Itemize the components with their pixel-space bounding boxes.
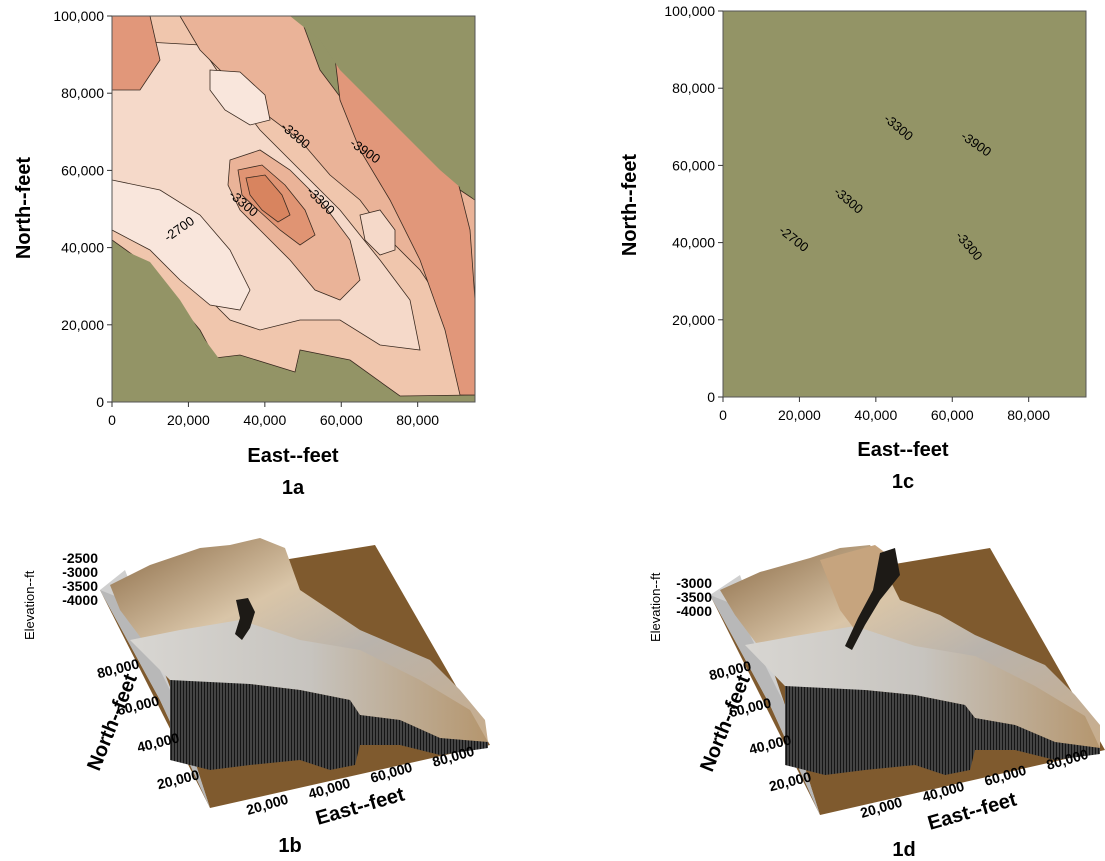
caption-1b: 1b	[278, 835, 301, 857]
y-tick-label: 100,000	[664, 3, 715, 19]
x-axis-label-1a: East--feet	[247, 445, 338, 467]
vertical-wall-1d	[785, 686, 1100, 775]
x-axis-1a: 0 20,000 40,000 60,000 80,000	[108, 402, 439, 428]
z-tick-label: -2500	[62, 550, 98, 566]
y-tick-label: 40,000	[61, 240, 104, 256]
contour-map-1c: -2700 -3300 -3300 -3300 -3900 0 20,000 40,…	[619, 3, 1087, 493]
caption-1d: 1d	[892, 839, 915, 861]
y-tick-label: 100,000	[53, 8, 104, 24]
x-tick-label: 0	[108, 412, 116, 428]
z-axis-label-1d: Elevation--ft	[648, 572, 663, 642]
z-tick-label: -4000	[676, 603, 712, 619]
contour-band-10	[112, 245, 400, 402]
contour-band-11	[209, 69, 271, 126]
y-tick-label: 0	[707, 389, 715, 405]
z-tick-label: -3500	[676, 589, 712, 605]
y-tick-label: 20,000	[672, 312, 715, 328]
y-tick-label: 60,000	[672, 157, 715, 173]
plot-frame-1c	[722, 10, 1087, 398]
x-tick-label: 80,000	[1007, 407, 1050, 423]
surface-3d-1b: -2500-3000-3500-400080,00060,00040,00020…	[22, 538, 490, 857]
contour-band-8	[245, 174, 291, 223]
y-tick-label: 20,000	[767, 768, 813, 794]
x-axis-label-1c: East--feet	[857, 439, 948, 461]
x-axis-1c: 0 20,000 40,000 60,000 80,000	[719, 397, 1050, 423]
y-tick-label: 20,000	[61, 317, 104, 333]
z-tick-label: -3500	[62, 578, 98, 594]
y-axis-1a: 0 20,000 40,000 60,000 80,000 100,000	[53, 8, 112, 410]
y-axis-label-1b: North--feet	[83, 671, 142, 774]
x-tick-label: 20,000	[167, 412, 210, 428]
plot-area-1c: -2700 -3300 -3300 -3300 -3900	[722, 10, 1087, 398]
x-tick-label: 0	[719, 407, 727, 423]
y-axis-label-1d: North--feet	[696, 672, 755, 775]
x-tick-label: 40,000	[854, 407, 897, 423]
y-tick-label: 60,000	[61, 162, 104, 178]
z-tick-label: -3000	[62, 564, 98, 580]
plot-background-1c	[723, 11, 1086, 397]
surface-lower-1b	[130, 620, 488, 742]
z-tick-label: -4000	[62, 592, 98, 608]
y-tick-label: 80,000	[61, 85, 104, 101]
x-tick-label: 40,000	[243, 412, 286, 428]
contour-band-12	[359, 209, 396, 256]
x-tick-label: 60,000	[931, 407, 974, 423]
contour-band-3	[112, 179, 251, 311]
y-tick-label: 80,000	[672, 80, 715, 96]
z-axis-label-1b: Elevation--ft	[22, 570, 37, 640]
x-tick-label: 60,000	[320, 412, 363, 428]
y-tick-label: 40,000	[672, 235, 715, 251]
x-tick-label: 80,000	[396, 412, 439, 428]
caption-1a: 1a	[282, 477, 305, 499]
fault-cliff-1d	[845, 548, 900, 650]
fault-block-1d	[820, 545, 895, 630]
z-tick-label: -3000	[676, 575, 712, 591]
y-axis-label-1a: North--feet	[13, 157, 35, 260]
y-axis-1c: 0 20,000 40,000 60,000 80,000 100,000	[664, 3, 723, 405]
plot-area-1a: -2700 -3300 -3300 -3300 -3900	[111, 15, 476, 403]
contour-fills-1a	[112, 16, 475, 402]
y-axis-label-1c: North--feet	[619, 154, 641, 257]
vertical-wall-1b	[170, 680, 488, 770]
x-tick-label: 20,000	[778, 407, 821, 423]
y-tick-label: 20,000	[155, 766, 201, 792]
caption-1c: 1c	[892, 471, 914, 493]
surface-lower-1d	[745, 626, 1100, 748]
fault-cliff-1b	[235, 598, 255, 640]
plot-frame-1a	[111, 15, 476, 403]
contour-map-1a: -2700 -3300 -3300 -3300 -3900 0 20,000 40,…	[13, 8, 476, 499]
contour-band-9	[290, 16, 475, 200]
y-tick-label: 0	[96, 394, 104, 410]
surface-3d-1d: -3000-3500-400080,00060,00040,00020,0002…	[648, 545, 1105, 861]
